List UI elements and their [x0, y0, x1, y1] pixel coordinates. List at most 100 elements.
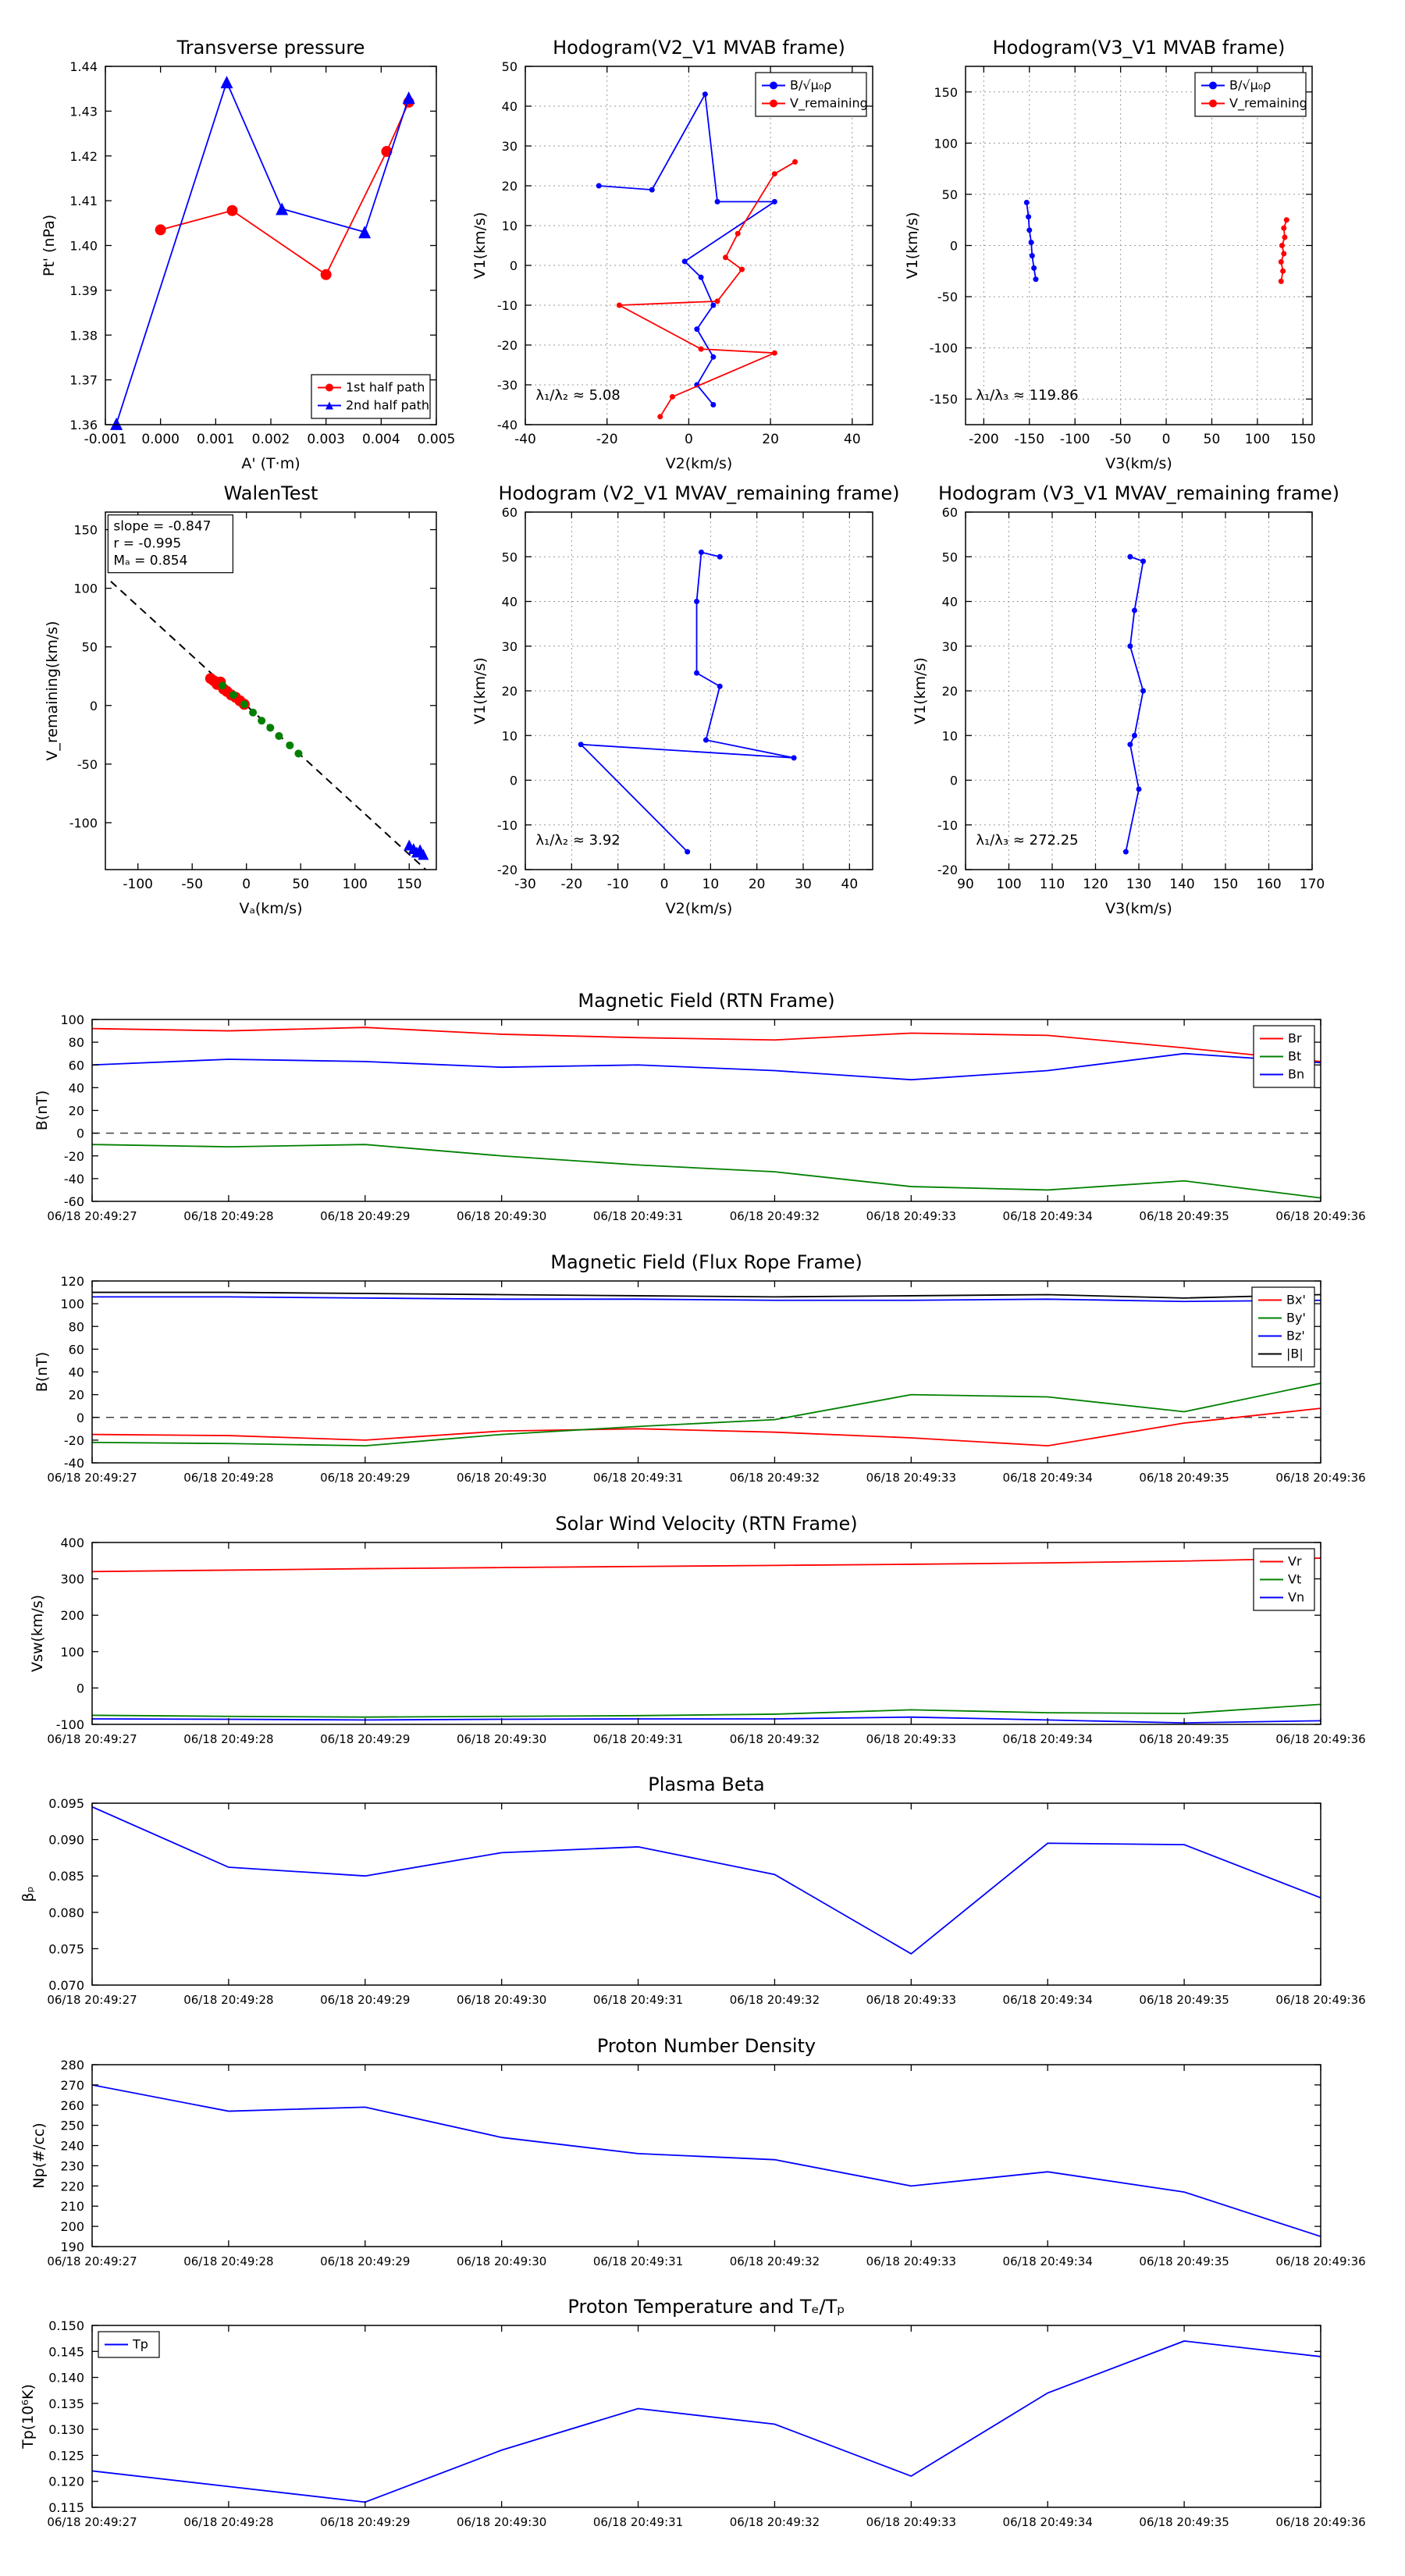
annotation-line: slope = -0.847 [113, 519, 211, 535]
x-tick-label: -200 [969, 432, 999, 447]
chart-hodogram-v2v1-mvab: -40 -20 0 20 40 -40 -30 -20 -10 0 10 20 30 40 50 Hodogr… [471, 37, 873, 472]
y-tick-label: 40 [502, 99, 518, 114]
y-tick-label: -60 [64, 1194, 84, 1209]
x-tick-label: 0 [242, 877, 251, 892]
chart-title: Hodogram(V2_V1 MVAB frame) [553, 37, 845, 59]
y-tick-label: 0.070 [48, 1978, 84, 1993]
y-tick-label: 0 [510, 774, 518, 788]
x-tick-label: 06/18 20:49:33 [866, 1471, 956, 1485]
y-tick-label: 0.150 [48, 2318, 84, 2333]
x-tick-label: 06/18 20:49:28 [183, 1732, 273, 1746]
x-tick-label: 06/18 20:49:34 [1003, 1209, 1093, 1223]
x-tick-label: 0 [685, 432, 693, 447]
y-tick-label: 0.125 [48, 2448, 84, 2463]
x-tick-label: -100 [123, 877, 153, 892]
chart-proton-temperature: 06/18 20:49:27 06/18 20:49:28 06/18 20:49:… [20, 2296, 1366, 2529]
x-tick-label: 170 [1300, 877, 1325, 892]
x-tick-label: 06/18 20:49:36 [1275, 1993, 1365, 2007]
y-tick-label: 1.36 [69, 418, 98, 432]
y-tick-label: 60 [69, 1342, 84, 1357]
x-tick-label: 06/18 20:49:31 [593, 1732, 683, 1746]
y-tick-label: 280 [60, 2058, 84, 2073]
x-tick-label: 06/18 20:49:33 [866, 1993, 956, 2007]
y-tick-label: 10 [502, 728, 518, 743]
y-tick-label: -50 [937, 290, 958, 304]
chart-title: WalenTest [224, 482, 318, 504]
x-tick-label: 0 [1162, 432, 1171, 447]
x-tick-label: 06/18 20:49:31 [593, 2515, 683, 2529]
y-tick-label: 100 [60, 1645, 84, 1660]
y-tick-label: 20 [502, 684, 518, 699]
chart-title: Plasma Beta [648, 1774, 764, 1795]
x-tick-label: 06/18 20:49:27 [47, 1732, 137, 1746]
y-tick-label: 0 [950, 774, 958, 788]
y-tick-label: 0.130 [48, 2422, 84, 2437]
x-tick-label: 06/18 20:49:31 [593, 1471, 683, 1485]
x-tick-label: 130 [1126, 877, 1151, 892]
y-tick-label: 220 [60, 2179, 84, 2194]
x-tick-label: 06/18 20:49:30 [457, 1732, 546, 1746]
y-tick-label: 10 [942, 728, 958, 743]
y-tick-label: 40 [69, 1365, 84, 1380]
legend: Bx' By' Bz' |B| [1251, 1286, 1315, 1368]
x-tick-label: 0.001 [197, 432, 235, 447]
x-tick-label: -20 [560, 877, 582, 892]
x-axis-label: Vₐ(km/s) [239, 900, 302, 917]
x-tick-label: 0 [660, 877, 669, 892]
x-tick-label: 06/18 20:49:28 [183, 2254, 273, 2268]
y-tick-label: 0.120 [48, 2475, 84, 2489]
y-axis-label: B(nT) [34, 1091, 51, 1131]
x-tick-label: 06/18 20:49:36 [1275, 1732, 1365, 1746]
annotation: λ₁/λ₃ ≈ 119.86 [976, 387, 1078, 404]
y-axis-label: V1(km/s) [471, 212, 489, 279]
x-tick-label: 150 [1213, 877, 1238, 892]
y-axis-label: Np(#/cc) [30, 2122, 48, 2188]
legend: B/√μ₀ρ V_remaining [1194, 72, 1307, 117]
legend-label: |B| [1286, 1347, 1304, 1361]
chart-title: Proton Number Density [597, 2035, 816, 2057]
x-tick-label: 06/18 20:49:32 [730, 1732, 820, 1746]
x-tick-label: 0.004 [362, 432, 400, 447]
x-tick-label: 90 [957, 877, 974, 892]
x-tick-label: 06/18 20:49:36 [1275, 1209, 1365, 1223]
legend: 1st half path 2nd half path [311, 374, 431, 419]
x-tick-label: 06/18 20:49:29 [320, 1209, 410, 1223]
y-tick-label: 210 [60, 2199, 84, 2214]
y-tick-label: 0.095 [48, 1796, 84, 1811]
y-tick-label: -20 [497, 863, 518, 877]
chart-magnetic-flux-rope: 06/18 20:49:27 06/18 20:49:28 06/18 20:49:… [34, 1251, 1366, 1485]
annotation: λ₁/λ₂ ≈ 5.08 [535, 387, 620, 404]
x-tick-label: 06/18 20:49:27 [47, 1993, 137, 2007]
y-tick-label: 100 [73, 582, 98, 596]
legend: B/√μ₀ρ V_remaining [755, 72, 868, 117]
x-tick-label: 06/18 20:49:32 [730, 1209, 820, 1223]
chart-title: Hodogram(V3_V1 MVAB frame) [993, 37, 1286, 59]
x-tick-label: 06/18 20:49:34 [1003, 1471, 1093, 1485]
y-tick-label: 1.39 [69, 283, 98, 298]
chart-title: Hodogram (V3_V1 MVAV_remaining frame) [938, 482, 1339, 504]
x-tick-label: 100 [1245, 432, 1270, 447]
annotation-line: r = -0.995 [113, 536, 181, 552]
y-tick-label: 1.43 [69, 104, 98, 119]
x-tick-label: 06/18 20:49:32 [730, 1993, 820, 2007]
y-tick-label: 60 [69, 1058, 84, 1073]
legend-label: B/√μ₀ρ [790, 78, 831, 93]
y-tick-label: 60 [942, 505, 958, 520]
y-tick-label: 0 [76, 1411, 84, 1425]
x-tick-label: 06/18 20:49:34 [1003, 1732, 1093, 1746]
y-axis-label: Vsw(km/s) [29, 1595, 46, 1672]
y-tick-label: 260 [60, 2098, 84, 2113]
x-tick-label: 50 [1204, 432, 1221, 447]
y-tick-label: 50 [82, 640, 98, 655]
y-tick-label: -50 [77, 757, 98, 772]
x-tick-label: 140 [1169, 877, 1194, 892]
y-tick-label: 30 [942, 639, 958, 654]
x-tick-label: 06/18 20:49:33 [866, 1732, 956, 1746]
y-tick-label: 80 [69, 1035, 84, 1050]
y-tick-label: -100 [56, 1717, 84, 1732]
annotation-line: Mₐ = 0.854 [113, 553, 187, 569]
x-tick-label: 100 [343, 877, 368, 892]
legend-label: Bx' [1286, 1293, 1306, 1308]
x-tick-label: 20 [749, 877, 766, 892]
